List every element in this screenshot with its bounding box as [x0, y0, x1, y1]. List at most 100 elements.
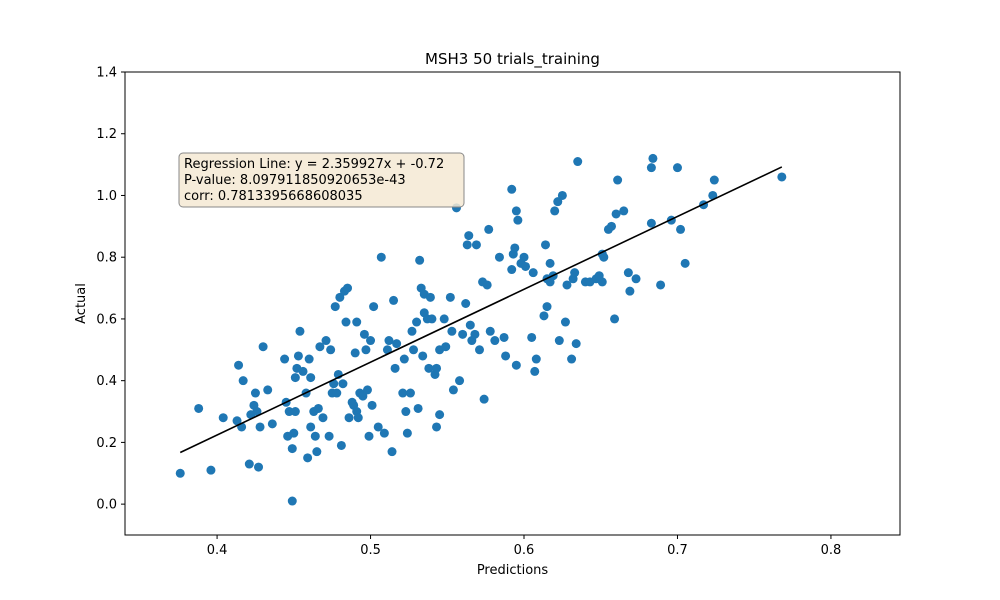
data-point: [287, 444, 297, 454]
data-point: [306, 373, 316, 383]
data-point: [464, 231, 474, 241]
data-point: [475, 345, 485, 355]
data-point: [194, 403, 204, 413]
data-point: [494, 252, 504, 262]
data-point: [528, 268, 538, 278]
data-point: [389, 295, 399, 305]
data-point: [619, 206, 629, 216]
data-point: [485, 326, 495, 336]
y-tick-label: 1.4: [96, 66, 117, 81]
data-point: [244, 459, 254, 469]
data-point: [606, 221, 616, 231]
data-point: [470, 329, 480, 339]
data-point: [597, 277, 607, 287]
data-point: [599, 252, 609, 262]
data-point: [376, 252, 386, 262]
data-point: [646, 218, 656, 228]
data-point: [415, 255, 425, 265]
data-point: [448, 385, 458, 395]
data-point: [250, 388, 260, 398]
data-point: [290, 407, 300, 417]
data-point: [206, 465, 216, 475]
data-point: [455, 376, 465, 386]
data-point: [341, 317, 351, 327]
data-point: [287, 496, 297, 506]
data-point: [364, 431, 374, 441]
data-point: [648, 153, 658, 163]
data-point: [573, 157, 583, 167]
data-point: [398, 388, 408, 398]
data-point: [350, 348, 360, 358]
data-point: [324, 431, 334, 441]
data-point: [554, 336, 564, 346]
data-point: [680, 258, 690, 268]
data-point: [330, 302, 340, 312]
data-point: [335, 292, 345, 302]
data-point: [218, 413, 228, 423]
data-point: [613, 175, 623, 185]
data-point: [424, 363, 434, 373]
regression-annotation: Regression Line: y = 2.359927x + -0.72 P…: [178, 152, 465, 208]
data-point: [358, 391, 368, 401]
y-tick-label: 0.2: [96, 436, 117, 451]
data-point: [513, 215, 523, 225]
data-point: [313, 403, 323, 413]
data-point: [332, 388, 342, 398]
data-point: [557, 190, 567, 200]
data-point: [425, 292, 435, 302]
data-point: [387, 447, 397, 457]
data-point: [567, 354, 577, 364]
data-point: [258, 342, 268, 352]
data-point: [359, 329, 369, 339]
x-axis-label: Predictions: [477, 563, 549, 578]
data-point: [656, 280, 666, 290]
axes-frame: [124, 71, 901, 536]
data-point: [336, 440, 346, 450]
y-tick-label: 0.4: [96, 374, 117, 389]
data-point: [545, 258, 555, 268]
data-point: [361, 345, 371, 355]
data-point: [298, 366, 308, 376]
data-point: [399, 354, 409, 364]
data-point: [550, 206, 560, 216]
data-point: [175, 468, 185, 478]
data-point: [631, 274, 641, 284]
data-point: [238, 376, 248, 386]
data-point: [432, 363, 442, 373]
data-point: [418, 351, 428, 361]
data-point: [295, 326, 305, 336]
data-point: [507, 184, 517, 194]
data-point: [490, 336, 500, 346]
data-point: [511, 360, 521, 370]
annotation-box: [178, 152, 465, 208]
regression-line: [179, 166, 783, 454]
data-point: [352, 317, 362, 327]
data-point: [435, 410, 445, 420]
x-tick-label: 0.5: [360, 543, 381, 558]
data-point: [373, 422, 383, 432]
data-point: [409, 345, 419, 355]
data-point: [519, 252, 529, 262]
data-point: [263, 385, 273, 395]
data-point: [255, 422, 265, 432]
data-point: [458, 329, 468, 339]
data-point: [315, 342, 325, 352]
data-point: [344, 413, 354, 423]
annotation-line-regression: Regression Line: y = 2.359927x + -0.72: [184, 157, 444, 172]
data-point: [461, 299, 471, 308]
data-point: [465, 320, 475, 330]
data-point: [708, 190, 718, 200]
data-point: [310, 431, 320, 441]
annotation-line-corr: corr: 0.7813395668608035: [184, 189, 363, 204]
y-tick-label: 1.0: [96, 189, 117, 204]
data-point: [539, 311, 549, 321]
data-point: [447, 326, 457, 336]
data-point: [369, 302, 379, 312]
x-tick-label: 0.8: [821, 543, 842, 558]
data-point: [427, 314, 437, 324]
data-point: [318, 413, 328, 423]
data-point: [289, 428, 299, 438]
data-point: [343, 283, 353, 293]
data-point: [366, 336, 376, 346]
data-point: [304, 354, 314, 364]
